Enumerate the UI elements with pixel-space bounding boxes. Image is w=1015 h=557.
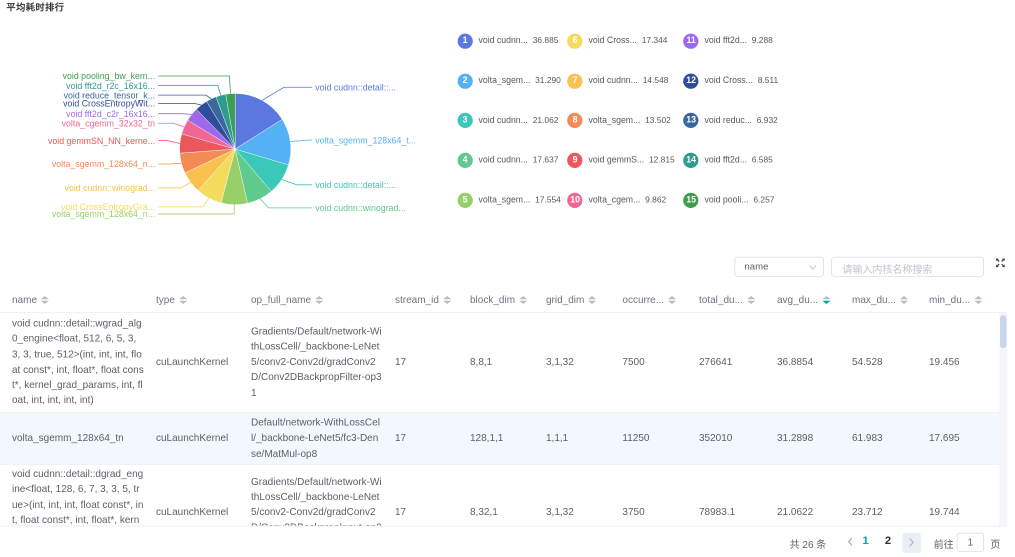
svg-text:void cudnn::winograd...: void cudnn::winograd...: [315, 203, 405, 213]
svg-text:void fft2d_r2c_16x16...: void fft2d_r2c_16x16...: [66, 81, 155, 91]
svg-text:void cudnn::detail::...: void cudnn::detail::...: [315, 180, 396, 190]
svg-text:volta_cgemm_32x32_tn: volta_cgemm_32x32_tn: [62, 118, 156, 128]
svg-text:void CrossEntropyWit...: void CrossEntropyWit...: [63, 99, 155, 109]
svg-text:volta_sgemm_128x64_t...: volta_sgemm_128x64_t...: [315, 135, 416, 145]
svg-text:void CrossEntropyGra...: void CrossEntropyGra...: [61, 202, 155, 212]
svg-text:void reduce_tensor_k...: void reduce_tensor_k...: [64, 90, 155, 100]
svg-text:void gemmSN_NN_kerne...: void gemmSN_NN_kerne...: [48, 136, 155, 146]
svg-text:volta_sgemm_128x64_n...: volta_sgemm_128x64_n...: [52, 159, 155, 169]
svg-text:volta_sgemm_128x64_n...: volta_sgemm_128x64_n...: [52, 209, 155, 219]
svg-text:void pooling_bw_kern...: void pooling_bw_kern...: [63, 71, 155, 81]
svg-text:void cudnn::winograd...: void cudnn::winograd...: [65, 183, 155, 193]
svg-text:void fft2d_c2r_16x16...: void fft2d_c2r_16x16...: [66, 109, 155, 119]
svg-text:void cudnn::detail::...: void cudnn::detail::...: [315, 82, 396, 92]
